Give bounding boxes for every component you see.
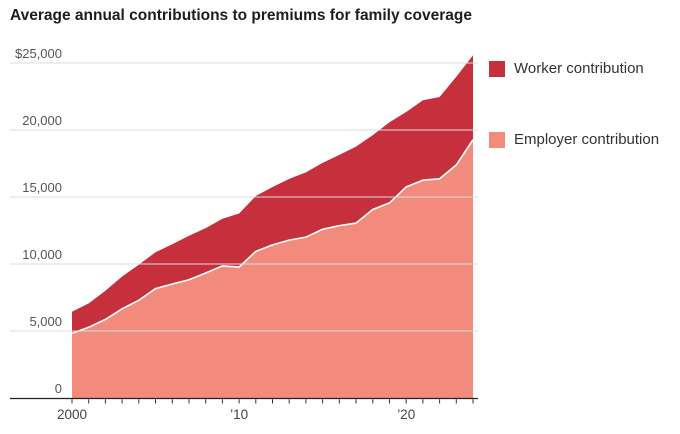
chart-title: Average annual contributions to premiums… bbox=[10, 7, 472, 24]
employer-contribution-swatch bbox=[489, 131, 505, 148]
x-tick-label: ’20 bbox=[397, 407, 415, 422]
legend-label-employer: Employer contribution bbox=[514, 131, 660, 148]
y-tick-label: 5,000 bbox=[29, 314, 62, 329]
y-tick-label: 15,000 bbox=[22, 180, 62, 195]
y-tick-label: 0 bbox=[55, 381, 62, 396]
y-tick-label: 20,000 bbox=[22, 113, 62, 128]
worker-contribution-swatch bbox=[489, 60, 505, 77]
y-tick-label: 10,000 bbox=[22, 247, 62, 262]
legend-label-worker: Worker contribution bbox=[514, 60, 644, 77]
stack-separator-line bbox=[71, 139, 474, 335]
y-tick-label: $25,000 bbox=[15, 46, 62, 61]
legend-item-employer: Employer contribution bbox=[489, 131, 659, 148]
x-tick-label: 2000 bbox=[57, 407, 87, 422]
employer-area bbox=[72, 139, 473, 398]
legend-item-worker: Worker contribution bbox=[489, 60, 644, 77]
x-tick-label: ’10 bbox=[230, 407, 248, 422]
